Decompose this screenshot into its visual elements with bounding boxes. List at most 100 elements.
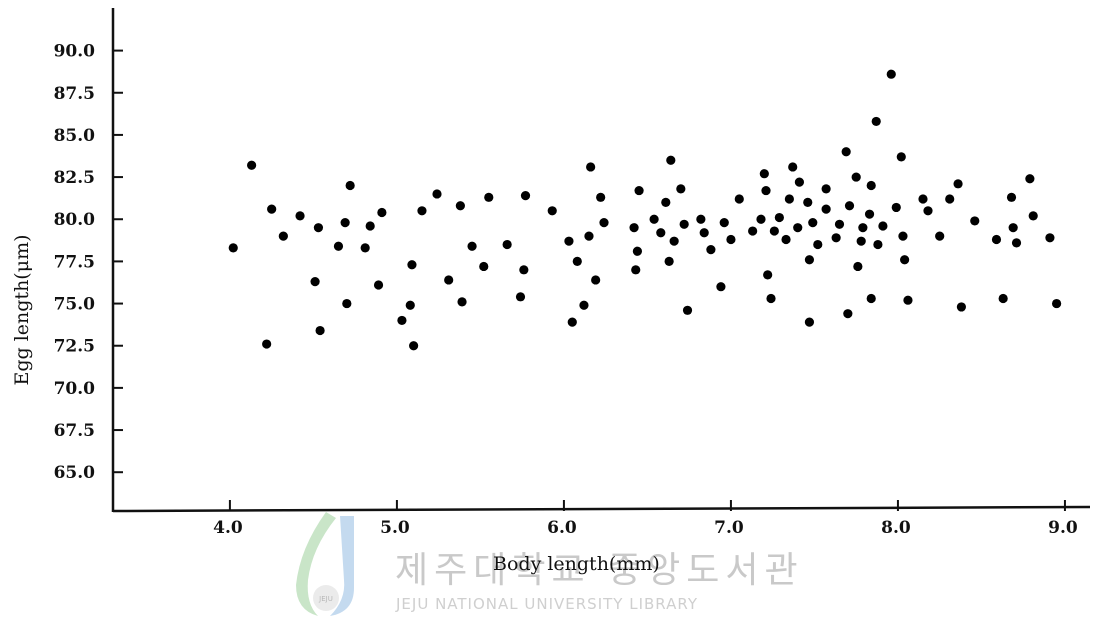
data-point — [479, 261, 489, 272]
data-point — [278, 231, 288, 241]
jeju-university-logo: JEJU — [296, 512, 354, 616]
data-point — [878, 221, 888, 231]
y-tick-label: 77.5 — [54, 252, 95, 272]
y-tick-label: 72.5 — [54, 337, 95, 357]
data-point — [682, 305, 693, 315]
data-point — [1011, 238, 1022, 248]
data-point — [567, 317, 577, 327]
data-point — [405, 300, 415, 310]
x-tick-label: 6.0 — [547, 518, 577, 538]
data-point — [719, 218, 729, 228]
data-point — [520, 191, 531, 201]
data-point — [579, 300, 589, 310]
data-point — [631, 265, 641, 275]
data-point — [956, 302, 967, 312]
data-point — [656, 228, 666, 238]
data-point — [342, 298, 352, 309]
data-point — [794, 177, 805, 187]
data-point — [629, 223, 639, 233]
y-tick-label: 75.0 — [54, 295, 96, 315]
data-point — [397, 315, 407, 326]
data-point — [1028, 211, 1038, 221]
x-tick-label: 7.0 — [714, 518, 744, 538]
data-point — [1006, 192, 1017, 202]
data-point — [763, 270, 773, 280]
data-point — [748, 226, 758, 236]
y-tick-label: 80.0 — [54, 210, 96, 230]
data-point — [599, 218, 609, 228]
data-point — [365, 221, 375, 231]
x-tick-label: 5.0 — [380, 518, 410, 538]
data-point — [310, 277, 320, 287]
data-point — [591, 275, 601, 285]
data-point — [866, 180, 876, 191]
data-point — [858, 223, 868, 233]
y-axis-title: Egg length(μm) — [11, 234, 33, 385]
data-point — [873, 239, 883, 250]
data-point — [761, 185, 771, 196]
data-point — [409, 341, 419, 351]
data-point — [360, 243, 370, 253]
data-point — [664, 256, 674, 267]
data-point — [843, 309, 853, 319]
data-point — [793, 223, 803, 233]
data-point — [502, 239, 512, 250]
data-point — [759, 169, 769, 179]
data-point — [844, 201, 855, 211]
data-point — [866, 293, 876, 304]
y-tick-label: 67.5 — [54, 421, 95, 441]
data-point — [669, 236, 679, 246]
data-point — [841, 147, 851, 157]
data-point — [856, 236, 866, 246]
data-point — [991, 234, 1002, 245]
data-point — [821, 204, 831, 214]
logo-badge-text: JEJU — [318, 595, 333, 603]
data-point — [572, 256, 582, 267]
data-point — [781, 234, 791, 245]
data-point — [726, 234, 736, 245]
watermark-subtitle: JEJU NATIONAL UNIVERSITY LIBRARY — [395, 595, 698, 613]
data-point — [247, 160, 257, 170]
data-points — [228, 69, 1062, 351]
data-point — [864, 209, 875, 219]
data-point — [315, 325, 325, 336]
data-point — [676, 184, 686, 194]
data-point — [766, 293, 776, 304]
data-point — [896, 152, 906, 162]
data-point — [586, 162, 596, 172]
data-point — [407, 260, 417, 270]
data-point — [340, 218, 350, 228]
data-point — [679, 219, 689, 229]
data-point — [998, 293, 1008, 304]
data-point — [432, 189, 442, 199]
data-point — [821, 184, 831, 194]
y-tick-label: 85.0 — [54, 126, 96, 146]
data-point — [716, 282, 726, 292]
data-point — [871, 116, 881, 127]
data-point — [484, 192, 494, 202]
data-point — [970, 216, 980, 226]
data-point — [455, 201, 465, 211]
y-axis-ticks: 65.0 67.5 70.0 72.5 75.0 77.5 80.0 82.5 85.0 87.5… — [54, 42, 123, 483]
data-point — [756, 214, 766, 224]
data-point — [584, 231, 594, 241]
data-point — [634, 185, 644, 196]
x-axis-line — [112, 505, 1091, 513]
data-point — [804, 317, 815, 327]
data-point — [267, 204, 277, 214]
data-point — [804, 255, 815, 265]
data-point — [923, 206, 933, 216]
library-watermark: JEJU 제주대학교 중앙도서관 JEJU NATIONAL UNIVERSIT… — [296, 512, 798, 616]
x-tick-label: 4.0 — [213, 518, 243, 538]
data-point — [564, 236, 574, 246]
data-point — [649, 214, 659, 224]
data-point — [295, 211, 305, 221]
data-point — [900, 255, 910, 265]
data-point — [696, 214, 706, 224]
data-point — [734, 194, 744, 204]
data-point — [515, 292, 526, 302]
y-tick-label: 87.5 — [54, 84, 95, 104]
y-tick-label: 70.0 — [54, 379, 96, 399]
data-point — [803, 197, 813, 207]
